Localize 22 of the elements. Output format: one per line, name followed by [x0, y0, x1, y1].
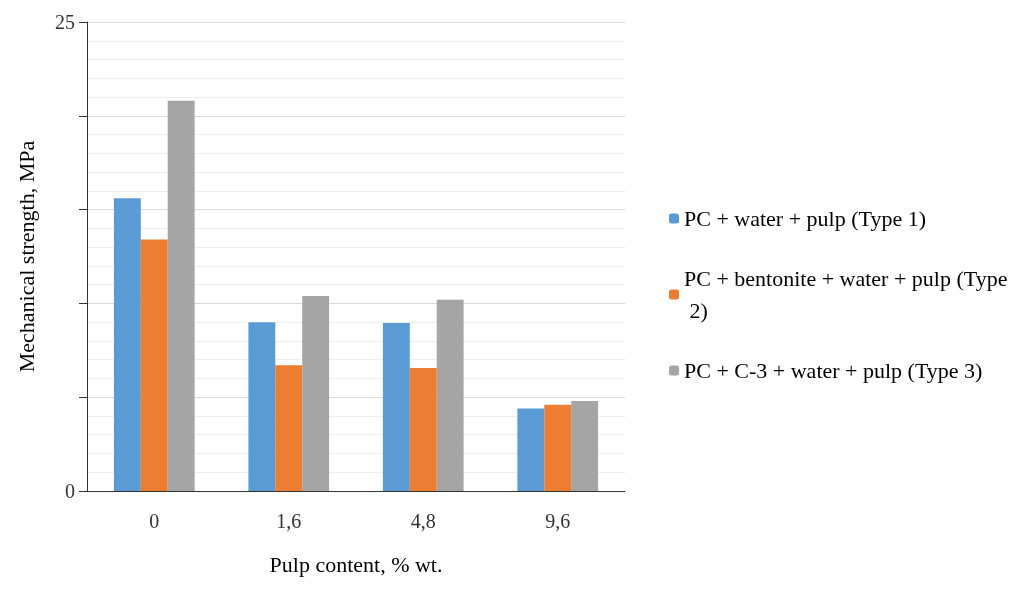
bar — [167, 100, 195, 491]
x-axis-title: Pulp content, % wt. — [269, 551, 443, 577]
bar — [544, 404, 572, 491]
bar — [517, 408, 545, 491]
bar — [571, 400, 599, 491]
x-tick-label: 9,6 — [545, 510, 571, 532]
bar — [113, 198, 141, 491]
bar — [248, 322, 276, 491]
bar — [382, 323, 410, 491]
y-axis-title: Mechanical strength, MPa — [13, 140, 39, 373]
legend-label: PC + water + pulp (Type 1) — [684, 206, 927, 231]
x-tick-label: 4,8 — [410, 510, 436, 532]
bar — [275, 365, 303, 491]
y-tick-label: 25 — [55, 11, 75, 33]
x-tick-label: 0 — [149, 510, 160, 532]
x-tick-label: 1,6 — [276, 510, 302, 532]
bar — [302, 295, 330, 491]
legend-label: PC + bentonite + water + pulp (Type 2) — [684, 266, 1008, 323]
bar — [140, 239, 168, 491]
bar — [436, 299, 464, 491]
bar — [409, 368, 437, 491]
legend-label: PC + C-3 + water + pulp (Type 3) — [684, 358, 983, 383]
